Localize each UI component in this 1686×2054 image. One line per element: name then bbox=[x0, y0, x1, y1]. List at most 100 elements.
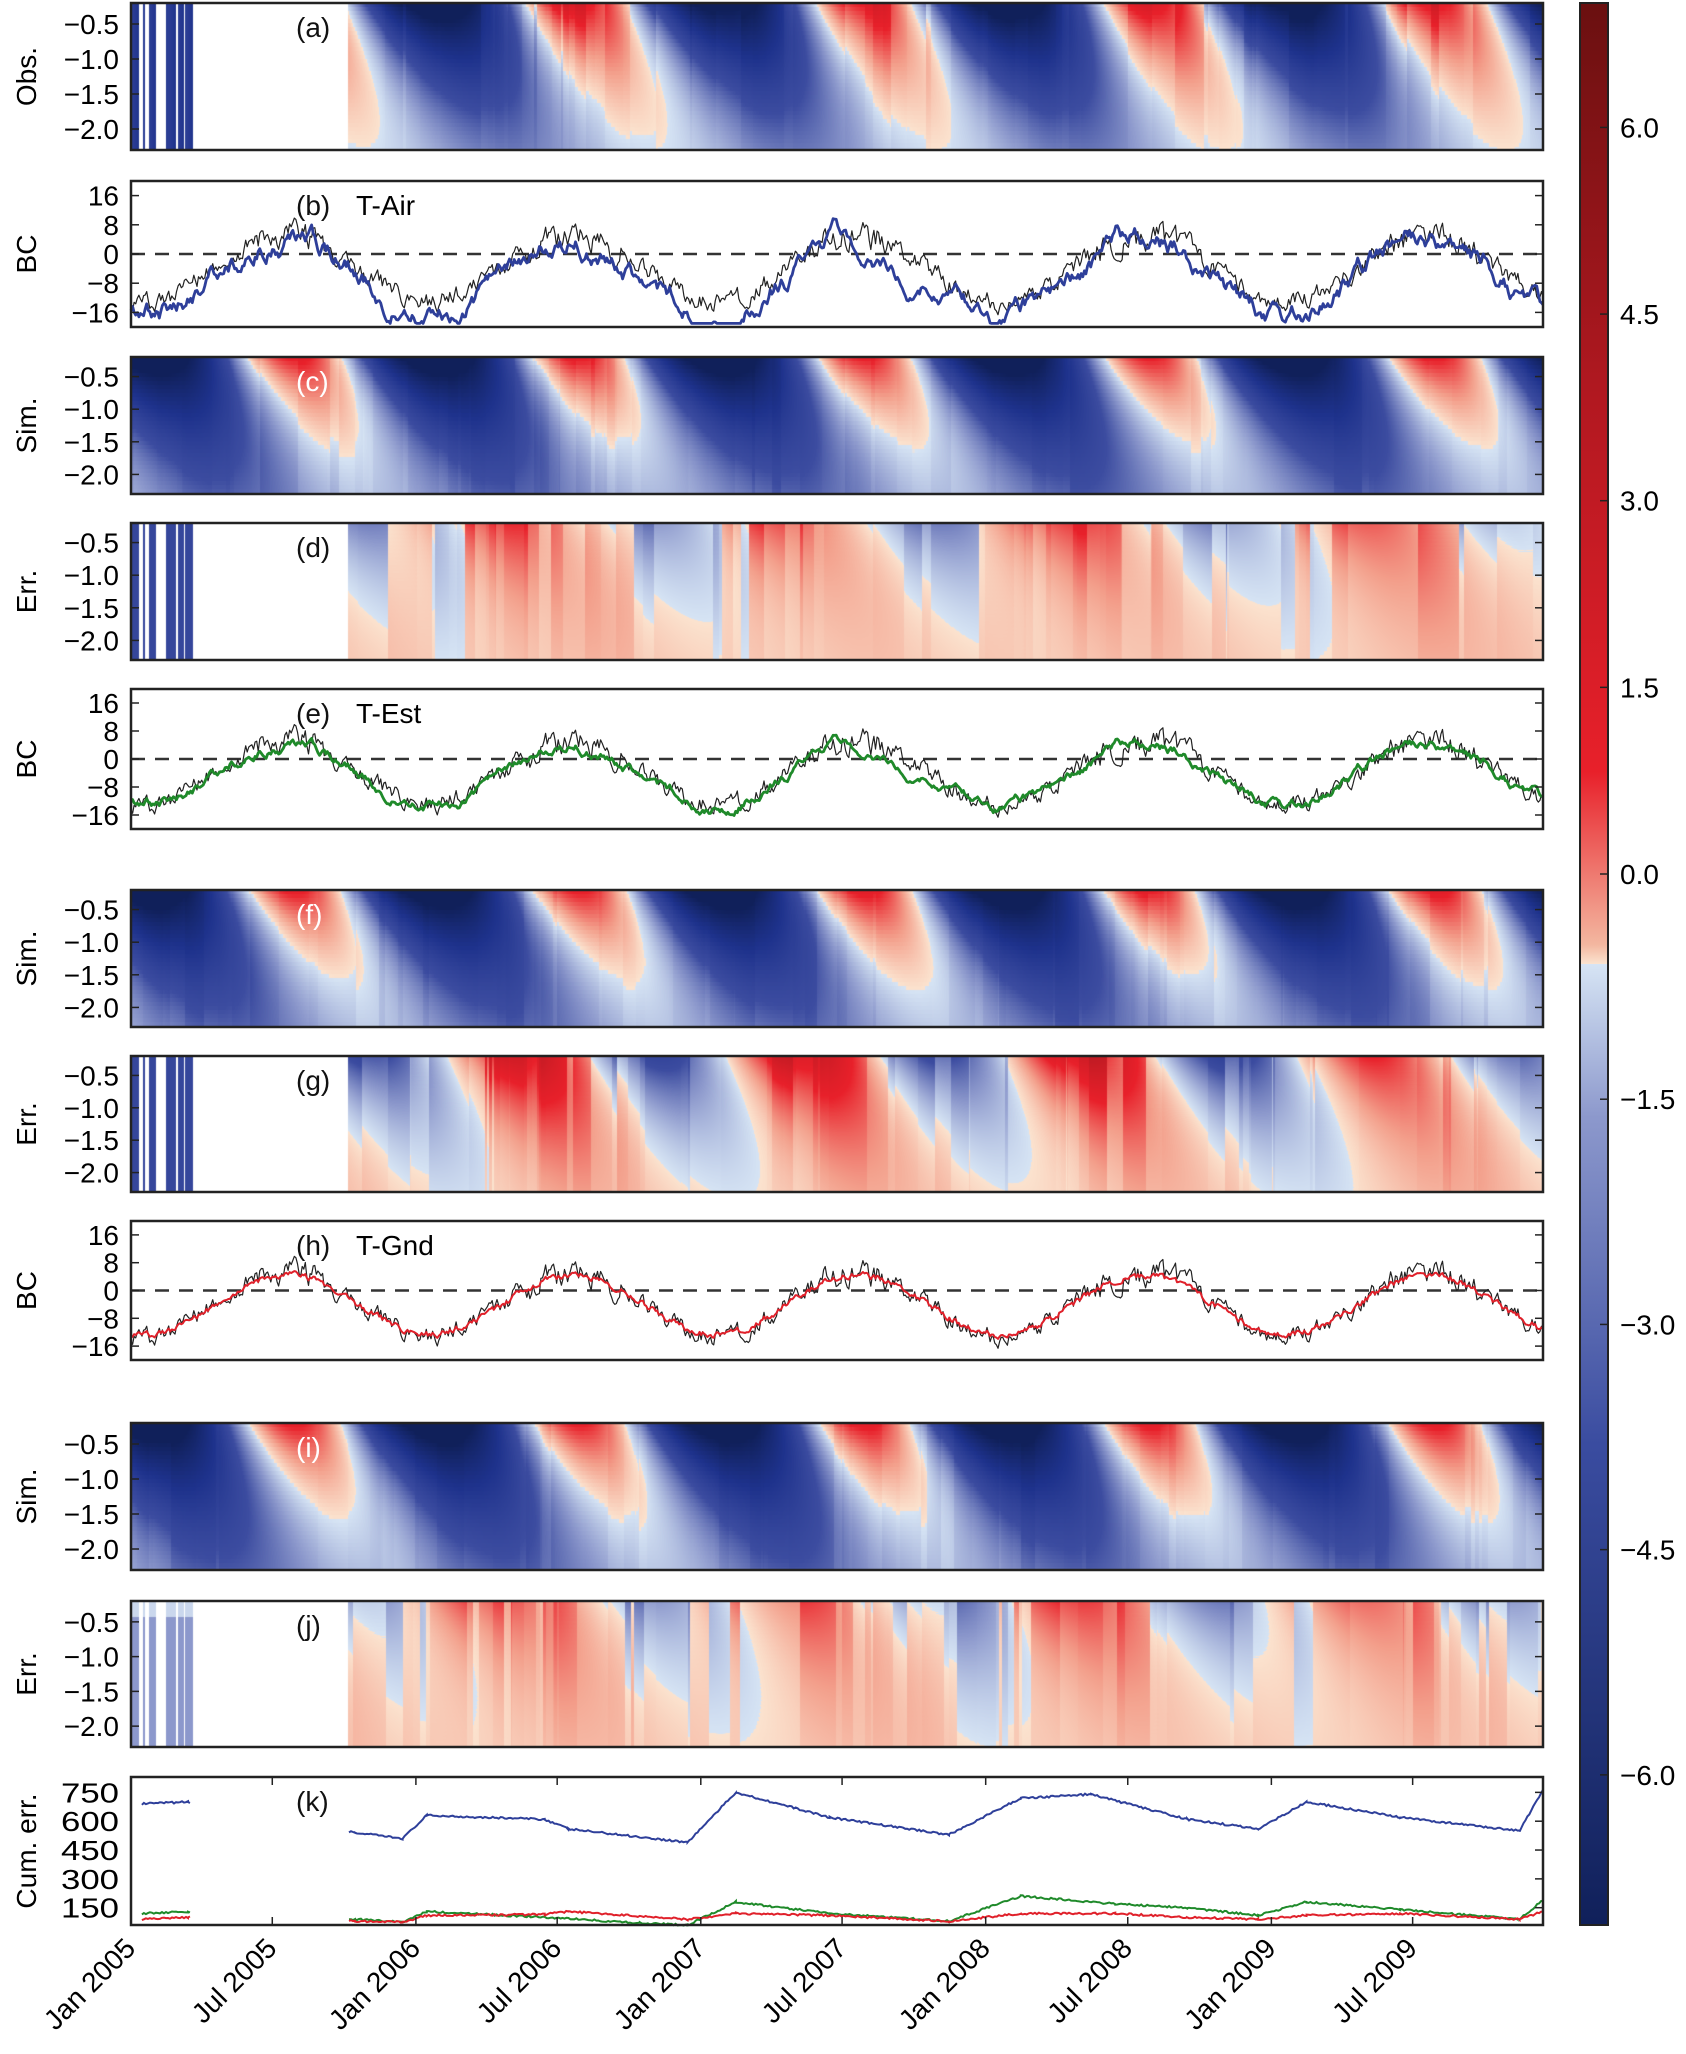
series-t-gnd-bc bbox=[130, 1270, 1544, 1340]
panel-tag: (f) bbox=[296, 899, 322, 930]
y-tick-label: −2.0 bbox=[64, 625, 119, 656]
panel-tag: (e) bbox=[296, 698, 330, 729]
y-axis-label: Err. bbox=[11, 570, 42, 614]
y-tick-label: −2.0 bbox=[64, 1158, 119, 1189]
y-tick-label: −1.0 bbox=[64, 927, 119, 958]
y-tick-label: −0.5 bbox=[64, 528, 119, 559]
y-axis-label: Cum. err. bbox=[11, 1793, 42, 1908]
panel-frame bbox=[129, 1599, 1545, 1749]
series-t-air-bc bbox=[129, 217, 1545, 325]
y-tick-label: −16 bbox=[72, 800, 120, 831]
panel-tag: (d) bbox=[296, 532, 330, 563]
y-tick-label: −2.0 bbox=[64, 459, 119, 490]
panel-frame bbox=[129, 521, 1545, 662]
y-tick-label: 0 bbox=[103, 744, 119, 775]
colorbar-tick-label: 4.5 bbox=[1620, 299, 1659, 330]
panel-f: −0.5−1.0−1.5−2.0 (f) Sim. bbox=[11, 888, 1545, 1029]
heatmap-d bbox=[131, 523, 1543, 660]
y-tick-label: −1.5 bbox=[64, 960, 119, 991]
y-tick-label: −1.0 bbox=[64, 1464, 119, 1495]
series-cum-err-t-gnd bbox=[141, 1909, 1544, 1924]
y-tick-label: −16 bbox=[72, 1331, 120, 1362]
colorbar-tick-label: −3.0 bbox=[1620, 1309, 1675, 1340]
colorbar-tick-label: 6.0 bbox=[1620, 112, 1659, 143]
heatmap-a bbox=[131, 3, 1543, 150]
heatmap-i bbox=[131, 1423, 1543, 1570]
y-tick-label: 0 bbox=[103, 239, 119, 270]
y-axis-label: Obs. bbox=[11, 47, 42, 106]
colorbar-gradient bbox=[1579, 2, 1609, 1926]
colorbar-tick-label: 1.5 bbox=[1620, 672, 1659, 703]
y-tick-label: −0.5 bbox=[64, 1429, 119, 1460]
y-tick-label: −0.5 bbox=[64, 362, 119, 393]
x-tick-label: Jan 2006 bbox=[323, 1932, 426, 2035]
y-axis-label: Sim. bbox=[11, 398, 42, 454]
y-tick-label: 16 bbox=[88, 1220, 119, 1251]
panel-d: −0.5−1.0−1.5−2.0 (d) Err. bbox=[11, 521, 1545, 662]
panel-frame bbox=[129, 1775, 1545, 1927]
panel-tag: (a) bbox=[296, 12, 330, 43]
panel-tag: (i) bbox=[296, 1432, 321, 1463]
y-tick-label: −1.5 bbox=[64, 79, 119, 110]
colorbar: 6.0 4.5 3.0 1.5 0.0 −1.5 −3.0 −4.5 −6.0 bbox=[1579, 2, 1675, 1926]
y-tick-label: 8 bbox=[103, 1248, 119, 1279]
x-tick-label: Jul 2007 bbox=[756, 1932, 853, 2029]
panel-tag: (c) bbox=[296, 366, 329, 397]
y-tick-label: 8 bbox=[103, 210, 119, 241]
y-tick-label: −0.5 bbox=[64, 1060, 119, 1091]
x-tick-label: Jul 2005 bbox=[186, 1932, 283, 2029]
panel-title: T-Est bbox=[356, 698, 422, 729]
y-tick-label: −0.5 bbox=[64, 1607, 119, 1638]
y-tick-label: −1.5 bbox=[64, 1676, 119, 1707]
colorbar-tick-label: −6.0 bbox=[1620, 1760, 1675, 1791]
y-tick-label: −2.0 bbox=[64, 992, 119, 1023]
colorbar-tick-label: 3.0 bbox=[1620, 486, 1659, 517]
panel-frame bbox=[129, 687, 1545, 831]
y-tick-label: −1.0 bbox=[64, 560, 119, 591]
x-tick-label: Jan 2005 bbox=[38, 1932, 141, 2035]
y-tick-label: −1.5 bbox=[64, 593, 119, 624]
y-tick-label: −8 bbox=[87, 772, 119, 803]
y-tick-label: −2.0 bbox=[64, 1711, 119, 1742]
colorbar-tick-label: −1.5 bbox=[1620, 1084, 1675, 1115]
series-observed-bc bbox=[130, 1255, 1544, 1349]
y-tick-label: 750 bbox=[61, 1777, 119, 1808]
x-tick-label: Jul 2006 bbox=[471, 1932, 568, 2029]
panel-frame bbox=[129, 355, 1545, 496]
y-axis-label: Err. bbox=[11, 1652, 42, 1696]
x-tick-label: Jan 2007 bbox=[608, 1932, 711, 2035]
y-tick-label: −1.5 bbox=[64, 427, 119, 458]
y-tick-label: 600 bbox=[61, 1806, 119, 1837]
y-tick-label: −1.0 bbox=[64, 1642, 119, 1673]
y-axis-label: BC bbox=[11, 235, 42, 274]
y-tick-label: −2.0 bbox=[64, 114, 119, 145]
y-tick-label: −1.5 bbox=[64, 1125, 119, 1156]
panel-j: −0.5 −1.0−1.5 −2.0 (j) Err. bbox=[11, 1599, 1545, 1749]
panel-tag: (g) bbox=[296, 1065, 330, 1096]
y-tick-label: −0.5 bbox=[64, 9, 119, 40]
y-tick-label: 300 bbox=[61, 1864, 119, 1895]
colorbar-tick-label: 0.0 bbox=[1620, 859, 1659, 890]
y-tick-label: 16 bbox=[88, 181, 119, 212]
y-tick-label: −1.5 bbox=[64, 1499, 119, 1530]
y-tick-label: −1.0 bbox=[64, 44, 119, 75]
y-tick-label: −8 bbox=[87, 268, 119, 299]
panel-title: T-Gnd bbox=[356, 1230, 434, 1261]
panel-tag: (j) bbox=[296, 1610, 321, 1641]
panel-frame bbox=[129, 888, 1545, 1029]
y-axis-label: Sim. bbox=[11, 931, 42, 987]
heatmap-g bbox=[131, 1056, 1543, 1192]
panel-frame bbox=[129, 179, 1545, 329]
y-axis-label: BC bbox=[11, 1271, 42, 1310]
y-tick-label: 0 bbox=[103, 1276, 119, 1307]
heatmap-j bbox=[131, 1601, 1543, 1747]
panel-frame bbox=[129, 1054, 1545, 1194]
y-axis-label: Sim. bbox=[11, 1469, 42, 1525]
panel-tag: (h) bbox=[296, 1230, 330, 1261]
y-tick-label: −2.0 bbox=[64, 1534, 119, 1565]
x-tick-label: Jul 2009 bbox=[1326, 1932, 1423, 2029]
colorbar-tick-label: −4.5 bbox=[1620, 1535, 1675, 1566]
